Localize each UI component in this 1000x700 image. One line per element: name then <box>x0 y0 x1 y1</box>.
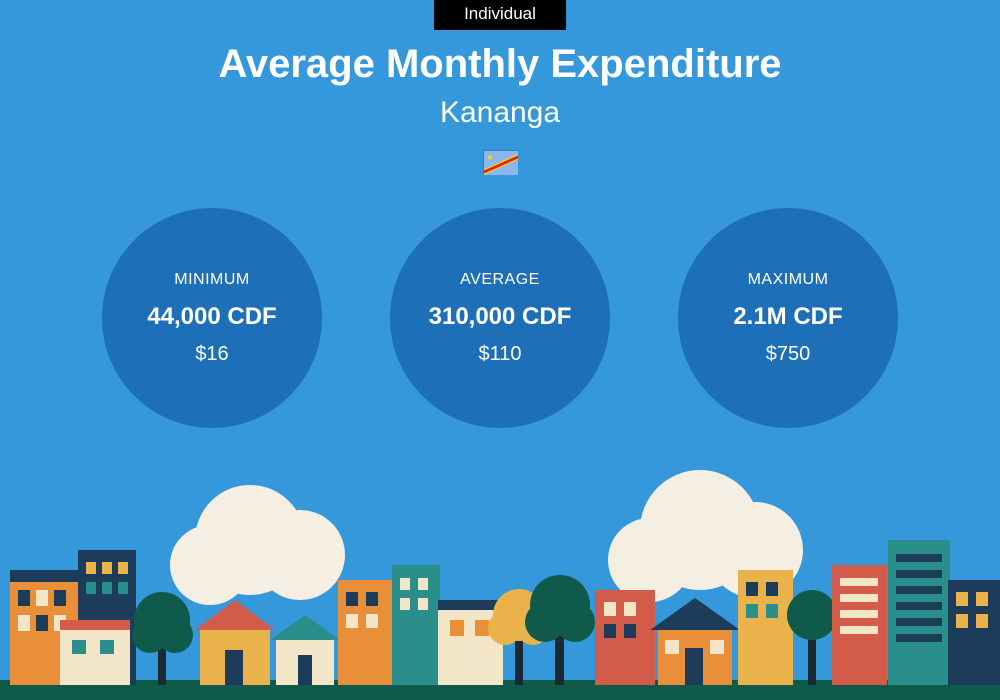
category-badge: Individual <box>434 0 566 30</box>
stat-usd: $16 <box>195 343 228 366</box>
cityscape-illustration <box>0 470 1000 700</box>
stat-usd: $750 <box>766 343 811 366</box>
building <box>60 620 130 685</box>
building <box>832 565 887 685</box>
house <box>270 615 340 685</box>
building <box>392 565 440 685</box>
stat-value: 44,000 CDF <box>147 303 276 331</box>
badge-text: Individual <box>464 4 536 23</box>
tree-icon <box>132 592 193 685</box>
location-subtitle: Kananga <box>0 96 1000 130</box>
stat-label: MINIMUM <box>174 271 249 289</box>
stat-label: MAXIMUM <box>748 271 829 289</box>
stat-circle-average: AVERAGE 310,000 CDF $110 <box>390 208 610 428</box>
page-title: Average Monthly Expenditure <box>0 42 1000 87</box>
stat-value: 2.1M CDF <box>733 303 842 331</box>
stat-usd: $110 <box>478 343 521 366</box>
house <box>195 600 275 685</box>
house <box>650 598 740 685</box>
building <box>595 590 655 685</box>
building <box>888 540 950 685</box>
tree-icon <box>525 575 595 685</box>
stat-circles: MINIMUM 44,000 CDF $16 AVERAGE 310,000 C… <box>0 208 1000 428</box>
building <box>338 580 393 685</box>
building <box>948 580 1000 685</box>
tree-icon <box>787 590 837 685</box>
stat-label: AVERAGE <box>460 271 540 289</box>
stat-value: 310,000 CDF <box>429 303 572 331</box>
stat-circle-minimum: MINIMUM 44,000 CDF $16 <box>102 208 322 428</box>
building <box>738 570 793 685</box>
stat-circle-maximum: MAXIMUM 2.1M CDF $750 <box>678 208 898 428</box>
flag-icon <box>483 150 517 174</box>
cloud-icon <box>170 485 345 605</box>
